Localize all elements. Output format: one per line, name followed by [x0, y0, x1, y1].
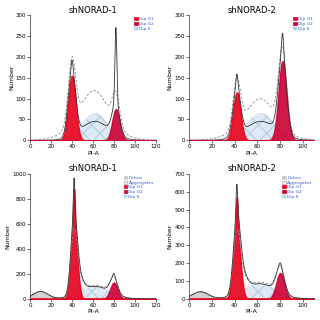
X-axis label: PI-A: PI-A: [87, 309, 99, 315]
Y-axis label: Number: Number: [5, 224, 11, 249]
Legend: Dip G1, Dip G2, Dip S: Dip G1, Dip G2, Dip S: [134, 17, 154, 31]
Y-axis label: Number: Number: [168, 65, 173, 91]
X-axis label: PI-A: PI-A: [246, 151, 258, 156]
Title: shNORAD-2: shNORAD-2: [227, 5, 276, 14]
Y-axis label: Number: Number: [168, 224, 173, 249]
Title: shNORAD-1: shNORAD-1: [68, 5, 117, 14]
Title: shNORAD-2: shNORAD-2: [227, 164, 276, 173]
X-axis label: PI-A: PI-A: [87, 151, 99, 156]
Legend: Debris, Aggregates, Dip G1, Dip G2, Dip S: Debris, Aggregates, Dip G1, Dip G2, Dip …: [282, 175, 313, 199]
Legend: Debris, Aggregates, Dip G1, Dip G2, Dip S: Debris, Aggregates, Dip G1, Dip G2, Dip …: [123, 175, 154, 199]
X-axis label: PI-A: PI-A: [246, 309, 258, 315]
Y-axis label: Number: Number: [9, 65, 14, 91]
Title: shNORAD-1: shNORAD-1: [68, 164, 117, 173]
Legend: Dip G1, Dip G2, Dip S: Dip G1, Dip G2, Dip S: [292, 17, 313, 31]
